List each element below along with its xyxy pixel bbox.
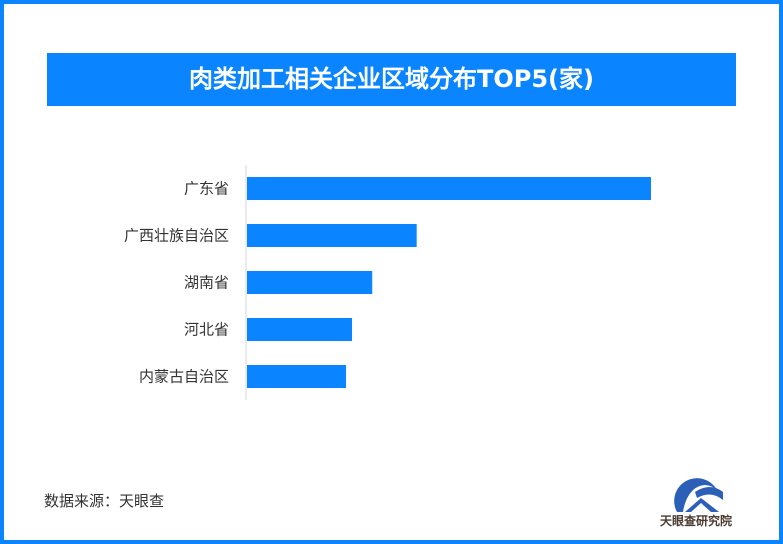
category-label: 湖南省 <box>184 274 229 292</box>
bar-1 <box>247 224 417 247</box>
tianyancha-logo-icon <box>674 478 723 512</box>
logo-text: 天眼查研究院 <box>660 514 733 528</box>
bar-2 <box>247 271 373 294</box>
data-source: 数据来源：天眼查 <box>44 492 165 510</box>
bar-3 <box>247 318 353 341</box>
bar-4 <box>247 365 346 388</box>
category-label: 河北省 <box>184 321 229 339</box>
bar-0 <box>247 177 651 200</box>
category-label: 广东省 <box>184 180 229 198</box>
category-label: 广西壮族自治区 <box>124 227 229 245</box>
chart-title: 肉类加工相关企业区域分布TOP5(家) <box>47 53 736 106</box>
category-label: 内蒙古自治区 <box>139 368 229 386</box>
